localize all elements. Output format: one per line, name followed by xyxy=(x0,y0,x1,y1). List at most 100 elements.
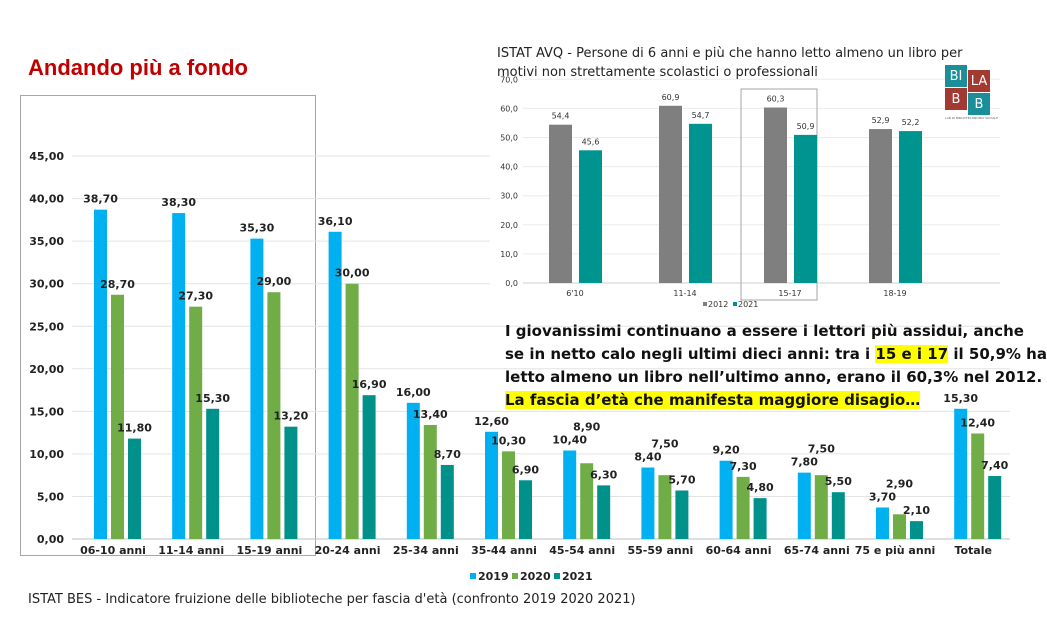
data-label: 45,6 xyxy=(582,137,600,146)
y-tick-label: 10,00 xyxy=(29,448,64,461)
data-label: 5,70 xyxy=(668,473,695,486)
bar-2019 xyxy=(876,507,889,539)
data-label: 3,70 xyxy=(869,491,896,504)
x-tick-label: 18-19 xyxy=(883,289,906,298)
data-label: 28,70 xyxy=(100,278,135,291)
y-tick-label: 30,0 xyxy=(500,192,518,201)
bar-2019 xyxy=(954,408,968,539)
bar-2012 xyxy=(659,105,682,283)
data-label: 8,40 xyxy=(634,451,661,464)
highlighted-text: La fascia d’età che manifesta maggiore d… xyxy=(505,391,921,409)
data-label: 2,10 xyxy=(903,504,930,517)
commentary-text: I giovanissimi continuano a essere i let… xyxy=(505,320,1047,412)
legend-swatch-2019 xyxy=(470,573,476,579)
bar-2020 xyxy=(971,433,985,539)
bar-2012 xyxy=(549,124,572,283)
y-tick-label: 10,0 xyxy=(500,250,518,259)
data-label: 6,90 xyxy=(512,463,539,476)
data-label: 38,30 xyxy=(161,196,196,209)
bar-2019 xyxy=(563,450,577,539)
logo-square: B xyxy=(945,88,967,110)
source-footer: ISTAT BES - Indicatore fruizione delle b… xyxy=(28,592,636,607)
y-tick-label: 15,00 xyxy=(29,405,64,418)
y-tick-label: 0,00 xyxy=(37,533,64,546)
bar-2021 xyxy=(597,485,611,539)
bar-2020 xyxy=(736,476,750,539)
data-label: 52,2 xyxy=(902,118,920,127)
data-label: 29,00 xyxy=(257,275,292,288)
bar-2019 xyxy=(250,238,264,540)
text-segment: se in netto calo negli ultimi dieci anni… xyxy=(505,345,876,363)
bar-2021 xyxy=(284,426,298,539)
bar-2021 xyxy=(206,408,220,539)
bar-2021 xyxy=(440,464,454,539)
bar-2021 xyxy=(362,395,376,539)
y-tick-label: 0,0 xyxy=(505,279,518,288)
legend-label: 2020 xyxy=(520,570,551,583)
text-segment: il 50,9% ha xyxy=(948,345,1047,363)
logo-subtitle: LAB DI BIBLIOTECONOMIA SOCIALE xyxy=(945,116,999,120)
x-tick-label: 45-54 anni xyxy=(549,544,615,557)
commentary-line: letto almeno un libro nell’ultimo anno, … xyxy=(505,368,1043,386)
data-label: 9,20 xyxy=(713,444,740,457)
x-tick-label: 35-44 anni xyxy=(471,544,537,557)
legend-swatch-2021 xyxy=(733,302,737,306)
data-label: 16,90 xyxy=(352,378,387,391)
data-label: 8,70 xyxy=(434,448,461,461)
logo-square: BI xyxy=(945,65,967,87)
x-tick-label: 60-64 anni xyxy=(706,544,772,557)
x-tick-label: 6'10 xyxy=(566,289,583,298)
bar-2019 xyxy=(406,402,420,539)
inset-background xyxy=(490,40,1015,315)
data-label: 7,40 xyxy=(981,459,1008,472)
bar-2021 xyxy=(579,150,602,283)
legend-label: 2021 xyxy=(738,300,758,309)
highlight-box-young xyxy=(20,95,316,556)
data-label: 60,9 xyxy=(662,93,680,102)
data-label: 13,40 xyxy=(413,408,448,421)
y-tick-label: 20,00 xyxy=(29,363,64,376)
data-label: 13,20 xyxy=(274,410,309,423)
y-tick-label: 45,00 xyxy=(29,150,64,163)
bar-2020 xyxy=(580,463,594,539)
inset-chart-title: ISTAT AVQ - Persone di 6 anni e più che … xyxy=(497,46,963,80)
bibliolab-logo: BI LA B B LAB DI BIBLIOTECONOMIA SOCIALE xyxy=(945,62,1011,126)
bar-2020 xyxy=(267,292,281,539)
logo-square: B xyxy=(968,93,990,115)
data-label: 30,00 xyxy=(335,267,370,280)
y-tick-label: 70,0 xyxy=(500,75,518,84)
data-label: 7,80 xyxy=(791,456,818,469)
data-label: 54,7 xyxy=(692,111,710,120)
data-label: 8,90 xyxy=(573,420,600,433)
bar-2012 xyxy=(764,107,787,283)
bar-2019 xyxy=(94,209,107,539)
bar-2020 xyxy=(189,306,203,539)
x-tick-label: 75 e più anni xyxy=(855,544,936,557)
y-tick-label: 50,0 xyxy=(500,134,518,143)
legend-swatch-2021 xyxy=(554,573,560,579)
data-label: 16,00 xyxy=(396,386,431,399)
data-label: 60,3 xyxy=(767,95,785,104)
bar-2020 xyxy=(893,514,906,539)
bar-2021 xyxy=(689,123,712,283)
logo-square: LA xyxy=(968,70,990,92)
data-label: 7,30 xyxy=(730,460,757,473)
commentary-line: I giovanissimi continuano a essere i let… xyxy=(505,322,1024,340)
bar-2020 xyxy=(658,475,672,539)
legend-swatch-2012 xyxy=(703,302,707,306)
data-label: 50,9 xyxy=(797,122,815,131)
bar-2021 xyxy=(910,521,923,539)
y-tick-label: 40,0 xyxy=(500,163,518,172)
legend-label: 2021 xyxy=(562,570,593,583)
bar-2020 xyxy=(111,294,124,539)
data-label: 11,80 xyxy=(117,422,152,435)
x-tick-label: 55-59 anni xyxy=(627,544,693,557)
bar-2020 xyxy=(814,475,828,539)
bar-2021 xyxy=(988,476,1002,539)
data-label: 52,9 xyxy=(872,116,890,125)
data-label: 38,70 xyxy=(83,193,118,206)
bar-2021 xyxy=(753,498,767,539)
